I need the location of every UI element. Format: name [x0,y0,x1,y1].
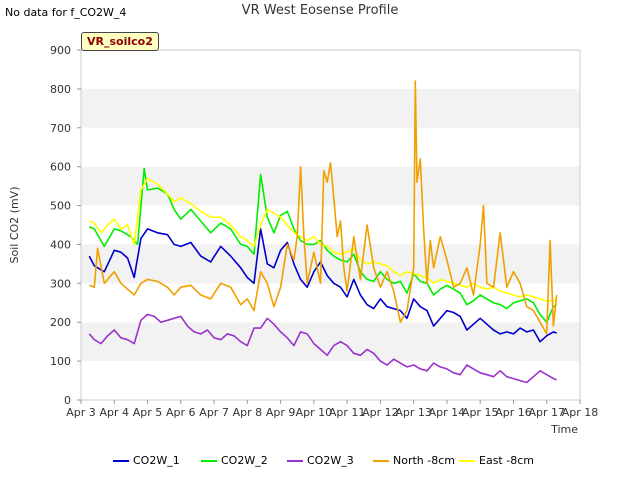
y-tick-label: 100 [50,355,71,368]
x-tick-label: Apr 3 [66,406,96,419]
grid-band [81,205,580,245]
y-axis-label: Soil CO2 (mV) [8,187,21,264]
y-tick-label: 500 [50,200,71,213]
grid-band [81,322,580,362]
x-tick-label: Apr 16 [495,406,532,419]
no-data-note: No data for f_CO2W_4 [5,6,127,19]
grid-band [81,361,580,400]
y-tick-label: 300 [50,277,71,290]
legend-swatch [113,460,129,462]
y-tick-label: 900 [50,44,71,57]
legend-label: CO2W_2 [221,454,268,467]
plot-frame [80,49,581,401]
x-tick-label: Apr 11 [329,406,366,419]
x-tick-label: Apr 6 [166,406,196,419]
y-tick-label: 200 [50,316,71,329]
x-tick-label: Apr 17 [528,406,565,419]
site-badge: VR_soilco2 [81,32,159,51]
x-tick-label: Apr 4 [100,406,130,419]
y-tick-label: 700 [50,122,71,135]
series-line-co2w-3 [88,313,557,384]
x-tick-label: Apr 13 [395,406,432,419]
y-tick-label: 400 [50,238,71,251]
x-tick-label: Apr 12 [362,406,399,419]
y-axis: 0 100 200 300 400 500 600 700 800 900 [50,44,81,407]
legend-label: CO2W_3 [307,454,354,467]
x-tick-label: Apr 18 [562,406,599,419]
grid-band [81,88,580,128]
y-tick-label: 0 [64,394,71,407]
x-axis: Apr 3 Apr 4 Apr 5 Apr 6 Apr 7 Apr 8 Apr 9 Apr 1… [66,400,598,419]
y-tick-label: 800 [50,83,71,96]
series-layer [88,80,558,384]
legend-swatch [373,460,389,462]
series-line-north-8cm [89,80,558,335]
legend-swatch [201,460,217,462]
x-tick-label: Apr 10 [296,406,333,419]
grid-band [81,283,580,323]
legend: CO2W_1 CO2W_2 CO2W_3 North -8cm East -8cm [0,453,640,469]
legend-label: CO2W_1 [133,454,180,467]
legend-label: East -8cm [479,454,534,467]
grid-band [81,127,580,167]
series-line-co2w-1 [88,228,557,343]
x-tick-label: Apr 8 [233,406,263,419]
y-tick-label: 600 [50,161,71,174]
series-line-east-8cm [89,177,557,302]
series-line-co2w-2 [89,167,558,324]
chart-title: VR West Eosense Profile [241,3,399,18]
grid-band [81,50,580,89]
x-tick-label: Apr 7 [199,406,229,419]
legend-swatch [287,460,303,462]
legend-label: North -8cm [393,454,455,467]
grid-bands [81,50,580,400]
x-tick-label: Apr 14 [429,406,466,419]
x-tick-label: Apr 9 [266,406,296,419]
x-tick-label: Apr 5 [133,406,163,419]
legend-swatch [459,460,475,462]
grid-band [81,166,580,206]
x-tick-label: Apr 15 [462,406,499,419]
x-axis-label: Time [550,423,578,436]
